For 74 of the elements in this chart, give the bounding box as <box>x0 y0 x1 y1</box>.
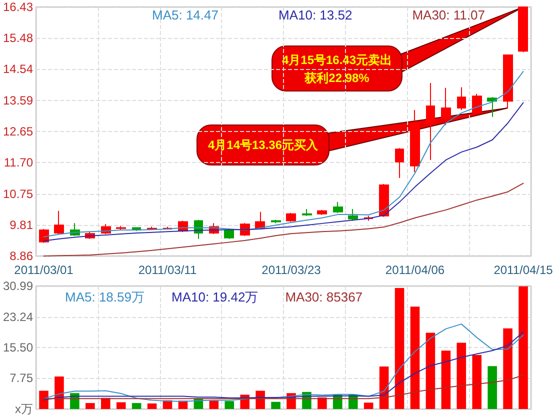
bar <box>318 397 327 409</box>
y-tick-label: 16.43 <box>3 0 34 14</box>
annotation: 获利22.98% <box>304 71 370 85</box>
line-series <box>43 182 524 256</box>
candlestick <box>348 208 358 222</box>
y-tick-label: 15.50 <box>3 340 34 354</box>
candlestick <box>426 82 435 160</box>
y-tick-label: 23.24 <box>3 310 34 324</box>
candlestick <box>410 109 420 173</box>
bar <box>100 398 110 409</box>
y-tick-label: 12.65 <box>3 124 34 138</box>
candlestick <box>395 148 404 179</box>
bar <box>271 402 280 409</box>
x-tick-label: 2011/03/23 <box>262 263 322 277</box>
y-tick-label: 15.48 <box>3 31 34 46</box>
y-tick-label: 11.70 <box>4 156 34 170</box>
candlestick <box>224 228 234 240</box>
candlestick <box>379 183 389 218</box>
line-series <box>43 70 524 238</box>
candlestick <box>116 226 126 231</box>
candlestick <box>255 211 265 229</box>
annotation: 4月15号16.43元卖出 <box>282 53 392 67</box>
y-tick-label: 9.81 <box>10 218 34 232</box>
bar <box>441 350 451 409</box>
bar <box>518 286 528 409</box>
bar <box>488 366 497 409</box>
text: MA5: 14.47 <box>152 8 218 22</box>
x-tick-label: 2011/03/11 <box>138 263 197 277</box>
y-tick-label: 30.99 <box>3 279 34 293</box>
bar <box>209 400 219 409</box>
bar <box>472 355 482 409</box>
bar <box>224 401 234 409</box>
candlestick <box>240 222 250 236</box>
y-tick-label: 7.75 <box>10 371 34 386</box>
text: MA5: 18.59万 <box>65 290 144 304</box>
text: MA30: 85367 <box>285 290 363 304</box>
candlestick <box>518 6 528 53</box>
candlestick <box>286 212 296 222</box>
line-series <box>43 102 524 242</box>
y-tick-label: 13.59 <box>3 93 34 108</box>
bar <box>456 342 466 409</box>
annotation: 4月14号13.36元买入 <box>208 138 320 152</box>
candlestick <box>302 208 312 216</box>
bar <box>132 403 142 409</box>
text: MA10: 19.42万 <box>171 290 258 304</box>
candlestick <box>317 209 327 216</box>
candlestick <box>487 96 497 118</box>
candlestick <box>503 54 513 108</box>
y-tick-label: x万 <box>15 402 34 416</box>
y-tick-label: 14.54 <box>3 62 34 76</box>
candlestick <box>271 219 281 224</box>
bar <box>364 402 374 409</box>
y-tick-label: 8.86 <box>10 249 34 263</box>
text: MA10: 13.52 <box>278 8 352 22</box>
bar <box>503 328 512 409</box>
bar <box>54 376 64 409</box>
line-series <box>43 374 524 400</box>
y-tick-label: 10.75 <box>3 186 34 201</box>
bar <box>86 403 95 409</box>
bar <box>394 288 404 409</box>
bar <box>116 402 126 409</box>
bar <box>147 403 157 409</box>
candlestick <box>441 87 451 126</box>
x-tick-label: 2011/03/01 <box>14 263 74 277</box>
candlestick <box>457 86 466 110</box>
candlestick <box>333 202 343 214</box>
bar <box>426 332 436 409</box>
candlestick <box>472 93 482 116</box>
candlestick <box>54 210 64 234</box>
x-tick-label: 2011/04/06 <box>385 263 445 277</box>
text: MA30: 11.07 <box>412 8 485 22</box>
bar <box>39 390 48 409</box>
x-tick-label: 2011/04/15 <box>494 263 554 277</box>
bar <box>410 306 420 409</box>
